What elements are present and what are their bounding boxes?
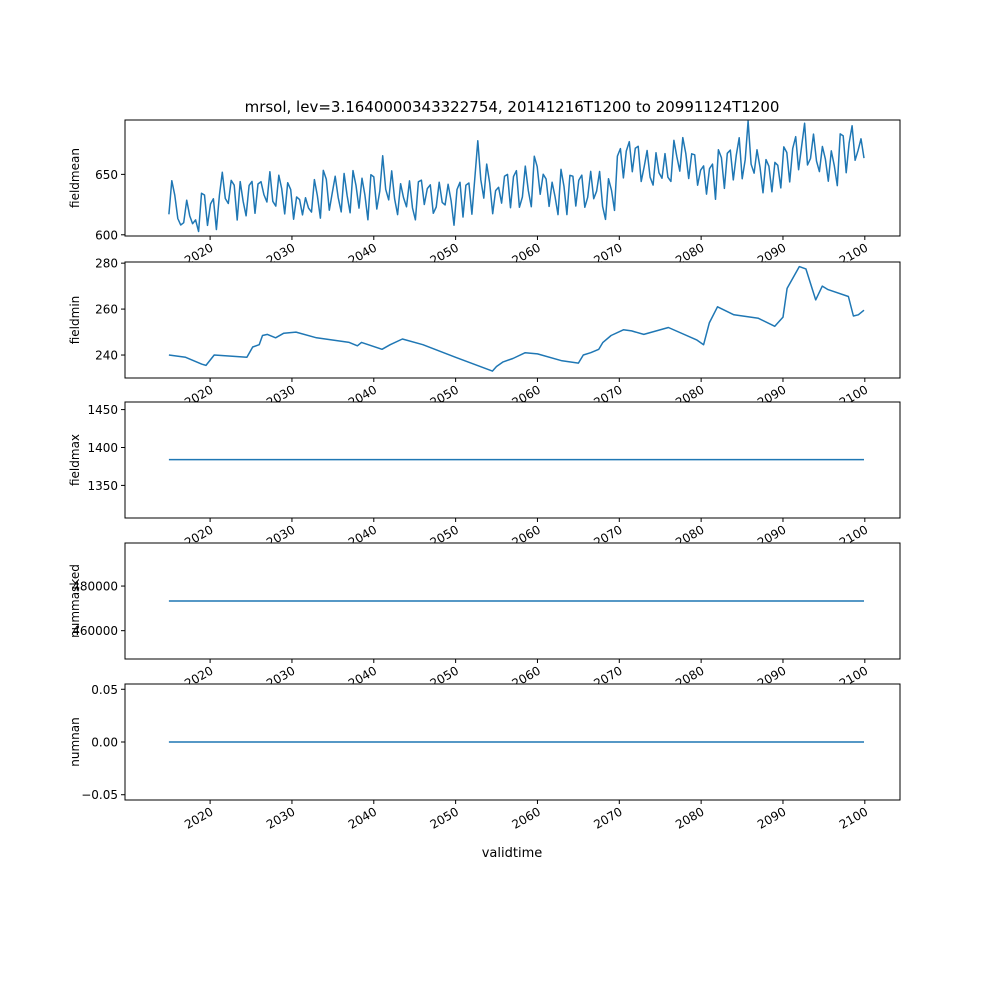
series-line-fieldmean [168,120,865,233]
y-tick-label: 460000 [72,624,118,638]
y-axis-label: nummasked [68,564,82,638]
y-axis-label: fieldmean [68,148,82,208]
y-tick-label: 480000 [72,580,118,594]
x-axis-label: validtime [482,846,543,861]
y-tick-label: 600 [95,228,118,242]
axes-frame [124,119,901,237]
y-axis-label: fieldmax [68,434,82,486]
y-tick-label: 1400 [87,441,118,455]
y-tick-label: 0.00 [91,736,118,750]
y-axis-label: numnan [68,717,82,766]
y-tick-label: 240 [95,349,118,363]
axes-frame [124,261,901,379]
axes-frame [124,542,901,660]
axes-background [125,262,900,378]
axes-frame [124,401,901,519]
y-tick-label: 0.05 [91,683,118,697]
y-axis-label: fieldmin [68,296,82,345]
series-line-fieldmin [168,265,865,372]
y-tick-label: 280 [95,257,118,271]
y-tick-label: 260 [95,303,118,317]
y-tick-label: 1350 [87,479,118,493]
y-tick-label: −0.05 [81,788,118,802]
y-tick-label: 650 [95,168,118,182]
y-tick-label: 1450 [87,403,118,417]
figure-title: mrsol, lev=3.1640000343322754, 20141216T… [245,98,780,116]
